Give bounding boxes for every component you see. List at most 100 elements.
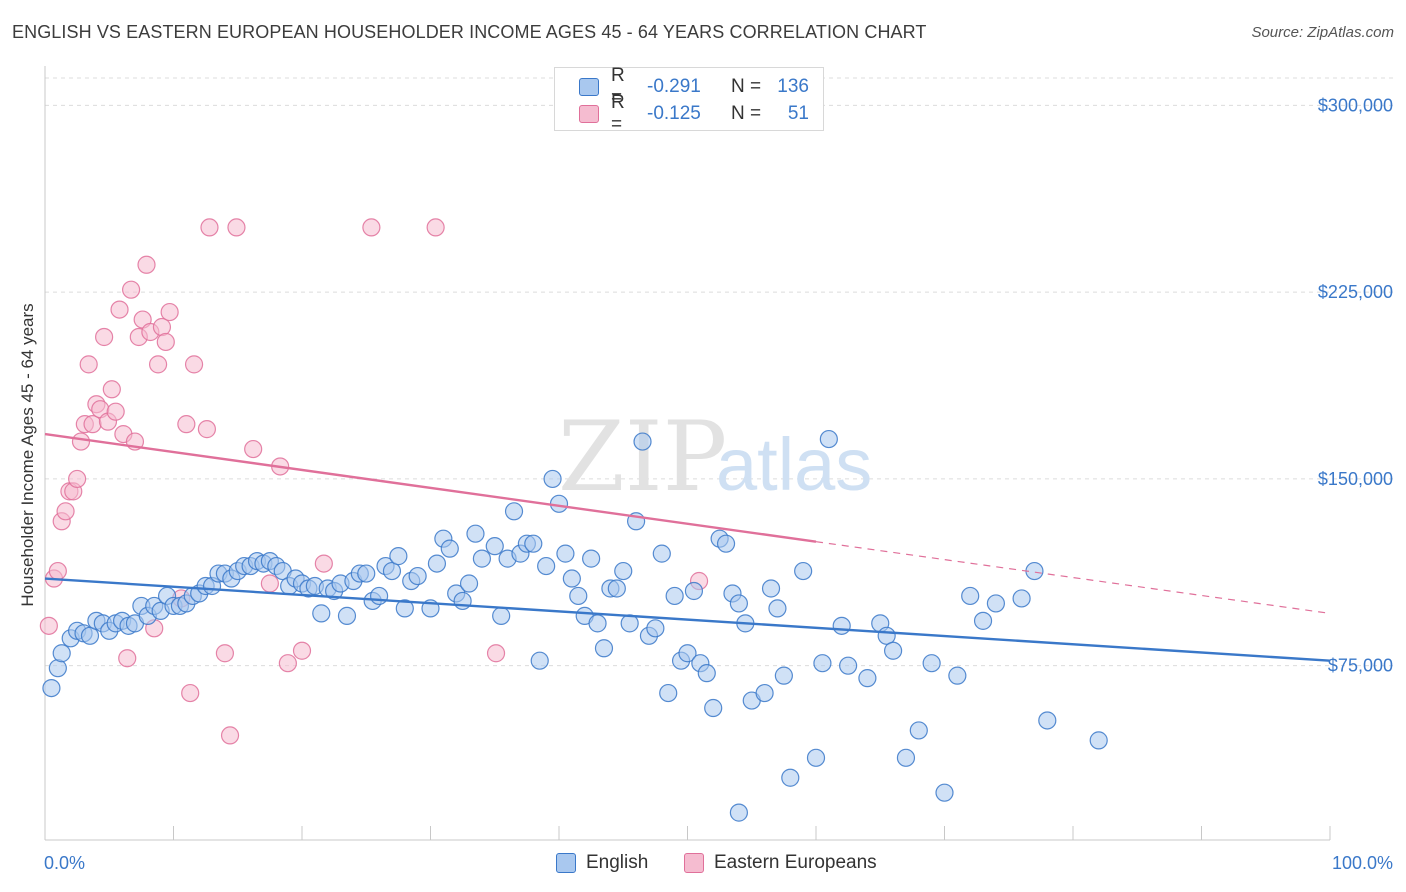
eastern-legend-label: Eastern Europeans: [714, 852, 877, 873]
data-point: [633, 432, 652, 451]
data-point: [1038, 711, 1057, 730]
data-point: [582, 549, 601, 568]
watermark-atlas: atlas: [716, 423, 872, 506]
data-point: [607, 579, 626, 598]
data-point: [614, 561, 633, 581]
data-point: [935, 783, 954, 802]
data-point: [594, 639, 614, 658]
data-point: [177, 415, 196, 434]
data-point: [440, 539, 459, 558]
data-point: [1012, 589, 1031, 608]
data-point: [832, 616, 851, 635]
data-point: [408, 566, 427, 586]
n-label: N =: [731, 103, 762, 124]
data-point: [312, 604, 331, 623]
data-point: [530, 651, 549, 670]
correlation-legend: R = -0.291 N = 136 R = -0.125 N = 51: [554, 65, 824, 135]
axes: [44, 66, 1331, 841]
data-point: [562, 569, 581, 588]
data-point: [1089, 731, 1108, 750]
data-point: [569, 586, 588, 606]
data-point: [665, 586, 684, 606]
data-point: [184, 355, 204, 374]
data-point: [492, 606, 511, 625]
chart-title: ENGLISH VS EASTERN EUROPEAN HOUSEHOLDER …: [12, 22, 927, 42]
data-point: [729, 803, 749, 822]
n-label: N =: [731, 76, 762, 97]
data-point: [806, 748, 826, 767]
data-point: [961, 586, 980, 606]
x-tick-label-min: 0.0%: [44, 853, 85, 873]
data-point: [102, 380, 121, 399]
n-value: 136: [777, 76, 809, 97]
data-point: [370, 586, 389, 606]
data-point: [485, 537, 504, 556]
data-point: [137, 255, 156, 274]
data-point: [459, 574, 479, 593]
data-point: [472, 549, 491, 568]
data-point: [652, 544, 671, 563]
y-tick-label: $75,000: [1328, 656, 1393, 676]
grid: [45, 77, 1394, 667]
eastern-swatch: [579, 105, 599, 123]
data-point: [337, 606, 357, 625]
data-point: [227, 218, 246, 237]
data-point: [781, 768, 800, 787]
data-point: [922, 654, 941, 673]
y-axis-label: Householder Income Ages 45 - 64 years: [18, 303, 37, 606]
data-point: [466, 524, 485, 543]
data-point: [704, 698, 723, 718]
data-point: [220, 726, 240, 745]
x-tick-label-max: 100.0%: [1332, 853, 1393, 873]
data-point: [362, 218, 381, 237]
data-point: [486, 644, 506, 663]
y-tick-label: $225,000: [1318, 282, 1393, 302]
data-point: [729, 594, 749, 613]
series-english: [42, 429, 1108, 822]
data-point: [426, 218, 445, 237]
data-point: [948, 666, 967, 685]
data-point: [118, 649, 137, 668]
data-point: [156, 332, 175, 352]
data-point: [152, 317, 172, 337]
data-point: [48, 561, 67, 581]
data-point: [39, 616, 58, 635]
data-point: [197, 420, 217, 439]
data-point: [813, 654, 832, 673]
data-point: [52, 644, 71, 663]
data-point: [200, 218, 219, 237]
data-point: [48, 659, 67, 678]
legend-row-eastern: R = -0.125 N = 51: [579, 92, 809, 135]
trend-line-solid: [44, 432, 817, 543]
data-point: [121, 280, 141, 299]
data-point: [839, 656, 858, 675]
data-point: [106, 402, 125, 421]
data-point: [883, 641, 903, 660]
data-point: [260, 574, 279, 593]
trend-lines: [44, 432, 1331, 662]
data-point: [504, 502, 524, 521]
data-point: [314, 554, 333, 573]
data-point: [896, 748, 916, 767]
r-value: -0.291: [647, 76, 701, 97]
data-point: [160, 302, 179, 322]
data-point: [95, 327, 114, 347]
data-point: [588, 614, 607, 633]
trend-line: [44, 577, 1331, 662]
data-point: [909, 721, 928, 740]
r-label: R =: [611, 65, 625, 108]
y-tick-label: $150,000: [1318, 469, 1393, 489]
watermark-zip: ZIP: [558, 401, 727, 513]
n-value: 51: [787, 103, 809, 124]
watermark: ZIP atlas: [558, 401, 872, 513]
data-point: [716, 534, 736, 553]
data-point: [556, 544, 575, 563]
english-swatch: [556, 853, 576, 873]
english-legend-label: English: [586, 852, 649, 873]
data-point: [71, 432, 91, 451]
data-point: [755, 683, 774, 703]
data-point: [83, 415, 102, 434]
data-point: [819, 429, 838, 449]
data-point: [453, 591, 472, 611]
